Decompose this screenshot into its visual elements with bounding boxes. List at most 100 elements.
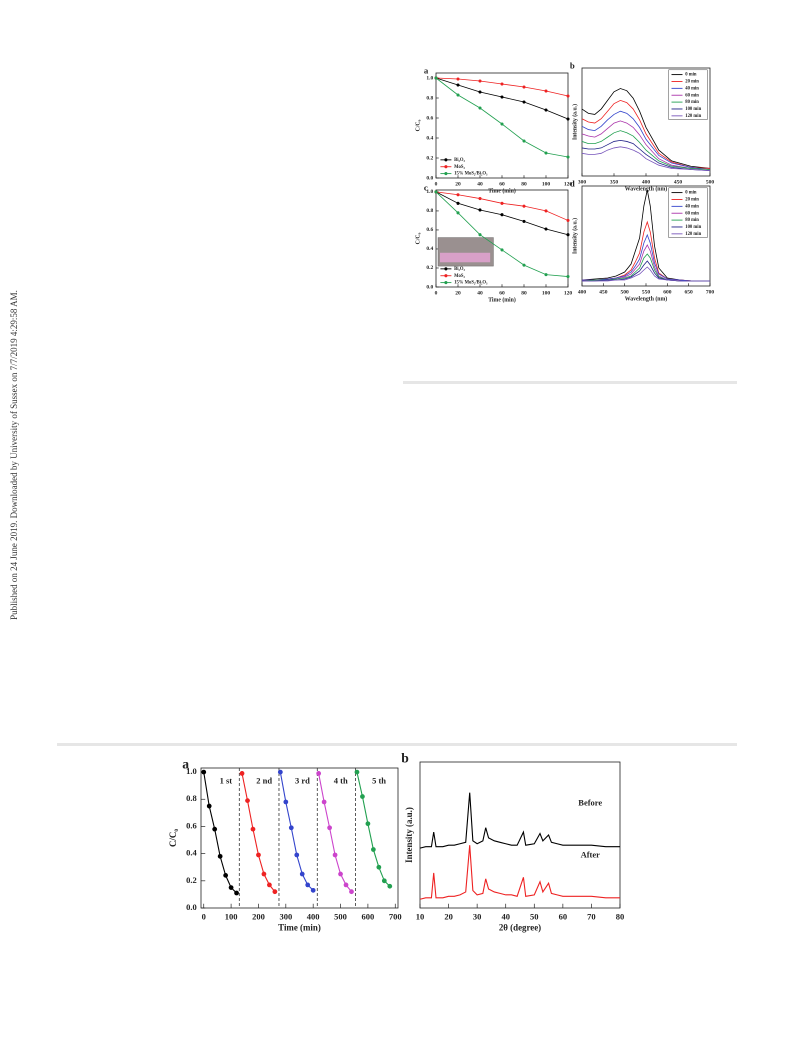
data-point (434, 190, 438, 194)
series-line (419, 792, 620, 849)
x-tick-label: 550 (642, 289, 651, 295)
x-axis-label: Wavelength (nm) (625, 186, 668, 193)
data-point (299, 871, 305, 877)
panel-label: d (570, 178, 575, 188)
x-tick-label: 450 (599, 289, 608, 295)
data-point (316, 771, 322, 776)
data-point (478, 106, 482, 110)
data-point (360, 794, 365, 799)
data-point (544, 89, 548, 93)
legend-marker (444, 158, 448, 162)
data-point (544, 209, 548, 213)
series-label: After (581, 849, 601, 859)
panel-label: a (424, 65, 429, 75)
series-label: 2 nd (256, 776, 272, 786)
y-tick-label: 0.2 (426, 155, 433, 161)
data-point (566, 117, 570, 121)
x-tick-label: 100 (542, 290, 551, 296)
series-label: 3 rd (295, 776, 310, 786)
data-point (478, 197, 482, 201)
rule (403, 381, 737, 384)
legend-marker (444, 165, 448, 169)
data-point (434, 76, 438, 80)
x-tick-label: 300 (279, 911, 292, 921)
series-label: 5 th (372, 776, 386, 786)
data-point (261, 871, 267, 877)
y-tick-label: 0.0 (186, 902, 197, 912)
legend-label: 0 min (685, 73, 697, 78)
series-line (582, 266, 710, 282)
data-point (381, 878, 387, 884)
data-point (522, 204, 526, 208)
data-point (566, 94, 570, 98)
legend-label: 40 min (685, 204, 699, 209)
data-point (522, 100, 526, 104)
data-point (228, 885, 234, 890)
x-tick-label: 100 (542, 181, 551, 187)
data-point (456, 193, 460, 197)
x-axis-label: Wavelength (nm) (625, 296, 668, 303)
x-tick-label: 120 (564, 290, 573, 296)
data-point (321, 799, 327, 805)
x-tick-label: 450 (674, 179, 683, 185)
data-point (201, 769, 207, 775)
x-tick-label: 700 (389, 911, 402, 921)
x-tick-label: 600 (362, 911, 375, 921)
data-point (500, 122, 504, 126)
y-tick-label: 0.4 (426, 246, 433, 252)
data-point (500, 95, 504, 99)
data-point (376, 864, 382, 870)
x-axis-label: Time (min) (488, 188, 516, 195)
legend-marker (444, 172, 448, 176)
legend-label: 15% MoS₂/Bi₂O₃ (454, 172, 488, 177)
data-point (500, 213, 504, 217)
data-point (250, 826, 256, 832)
data-point (283, 799, 289, 805)
legend-label: 60 min (685, 93, 699, 98)
x-tick-label: 60 (499, 290, 505, 296)
data-point (294, 852, 300, 858)
data-point (239, 771, 245, 776)
x-tick-label: 80 (521, 181, 527, 187)
legend-box (668, 69, 708, 120)
x-tick-label: 70 (587, 911, 596, 921)
x-tick-label: 50 (530, 911, 539, 921)
legend-label: 60 min (685, 211, 699, 216)
y-axis-label: Intensity (a.u.) (572, 218, 579, 254)
legend-label: 100 min (685, 107, 701, 112)
y-tick-label: 0.6 (186, 820, 197, 830)
y-tick-label: 0.4 (186, 848, 197, 858)
data-point (522, 219, 526, 223)
plot-frame (200, 767, 399, 909)
legend-label: Bi₂O₃ (454, 158, 465, 163)
legend-label: 100 min (685, 225, 701, 230)
legend-label: 120 min (685, 232, 701, 237)
data-point (332, 852, 338, 858)
series-line (318, 773, 352, 893)
x-tick-label: 500 (621, 289, 630, 295)
x-tick-label: 400 (642, 179, 651, 185)
data-point (566, 274, 570, 279)
y-tick-label: 0.6 (426, 227, 433, 233)
data-point (305, 882, 311, 888)
data-point (234, 890, 239, 896)
data-point (544, 227, 548, 231)
data-point (566, 218, 570, 222)
series-line (419, 845, 620, 900)
data-point (522, 139, 526, 143)
x-tick-label: 0 (435, 181, 438, 187)
panel-label: a (182, 757, 189, 772)
x-tick-label: 30 (473, 911, 482, 921)
series-label: 4 th (334, 776, 348, 786)
x-tick-label: 40 (501, 911, 510, 921)
legend-label: 15% MoS₂/Bi₂O₃ (454, 281, 488, 286)
x-axis-label: 2θ (degree) (499, 922, 541, 932)
series-line (356, 771, 391, 887)
x-tick-label: 500 (334, 911, 347, 921)
inset-photo-band (440, 252, 491, 263)
y-tick-label: 0.4 (426, 135, 433, 141)
x-tick-label: 350 (610, 179, 619, 185)
y-tick-label: 0.8 (426, 95, 433, 101)
